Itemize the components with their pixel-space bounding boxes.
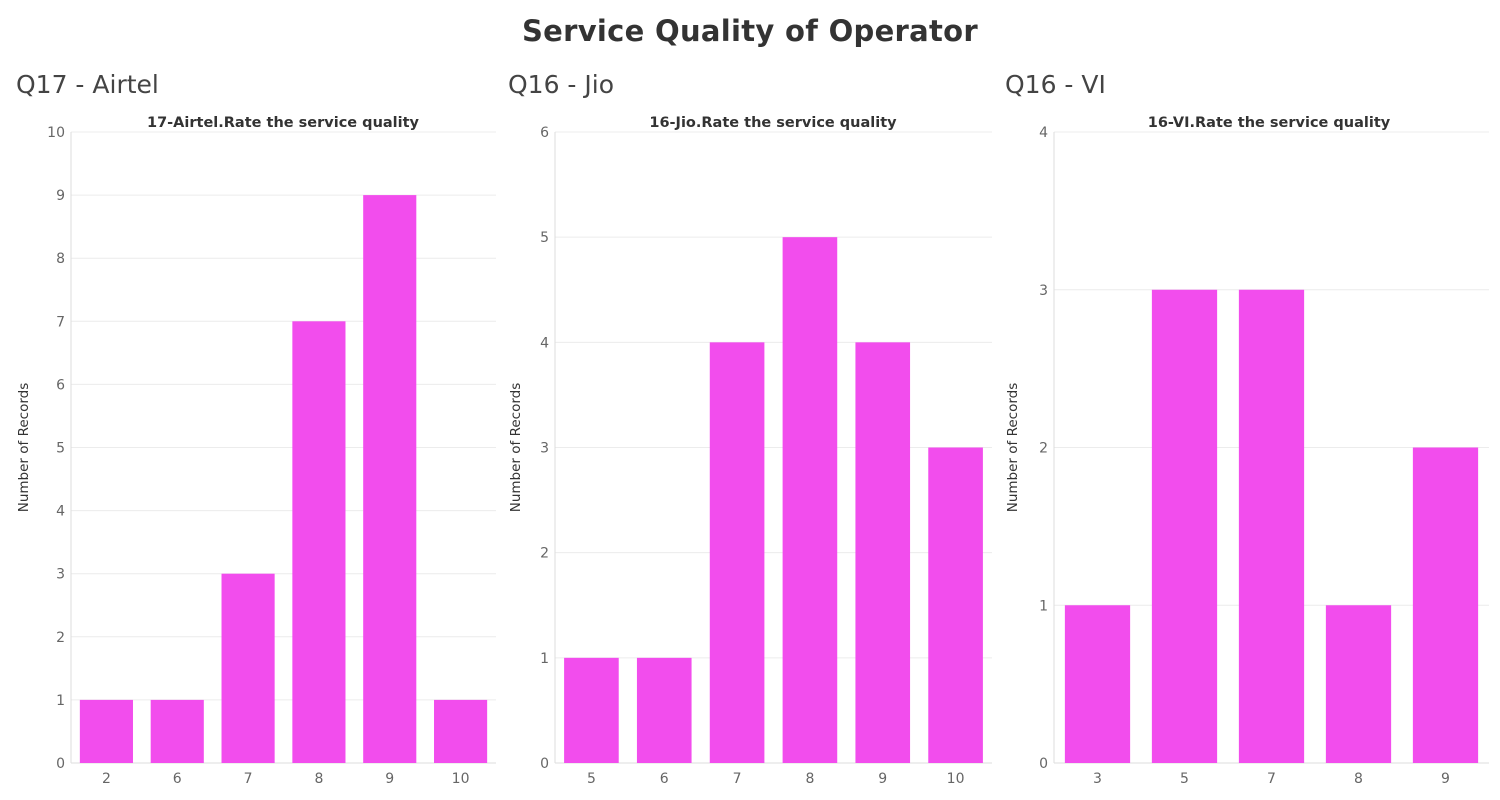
x-tick-label: 6: [173, 771, 182, 787]
y-tick-label: 10: [47, 125, 65, 141]
y-tick-label: 4: [540, 335, 549, 351]
panel-jio: Q16 - Jio 16-Jio.Rate the service qualit…: [508, 66, 992, 800]
y-tick-label: 2: [1039, 441, 1048, 457]
x-tick-label: 7: [1267, 771, 1276, 787]
y-tick-label: 0: [1039, 756, 1048, 772]
bar: [1064, 605, 1131, 763]
bar: [150, 699, 204, 763]
bar: [434, 699, 488, 763]
y-axis-label: Number of Records: [508, 383, 524, 513]
dashboard-title: Service Quality of Operator: [521, 14, 979, 48]
panel-airtel: Q17 - Airtel 17-Airtel.Rate the service …: [16, 66, 496, 800]
y-tick-label: 2: [56, 630, 65, 646]
y-tick-label: 7: [56, 314, 65, 330]
plot-title: 17-Airtel.Rate the service quality: [147, 115, 420, 131]
y-tick-label: 1: [1039, 598, 1048, 614]
bar: [1238, 289, 1305, 763]
y-tick-label: 5: [56, 441, 65, 457]
bar: [782, 237, 838, 763]
bar: [636, 657, 692, 763]
panel-vi: Q16 - VI 16-VI.Rate the service quality 0…: [1005, 66, 1489, 800]
y-tick-label: 6: [540, 125, 549, 141]
y-tick-label: 3: [56, 567, 65, 583]
y-tick-label: 4: [1039, 125, 1048, 141]
y-tick-label: 9: [56, 188, 65, 204]
y-tick-label: 3: [540, 441, 549, 457]
x-tick-label: 5: [1180, 771, 1189, 787]
bar: [1151, 289, 1218, 763]
panel-heading-vi: Q16 - VI: [1005, 70, 1106, 99]
x-tick-label: 8: [314, 771, 323, 787]
y-tick-label: 0: [56, 756, 65, 772]
y-tick-label: 1: [56, 693, 65, 709]
x-tick-label: 9: [878, 771, 887, 787]
bar: [292, 321, 346, 763]
chart-airtel: 17-Airtel.Rate the service quality 0 1 2 3 4 5…: [16, 115, 496, 787]
bar: [221, 573, 275, 763]
bar: [1412, 447, 1479, 763]
x-tick-label: 6: [660, 771, 669, 787]
y-tick-label: 2: [540, 546, 549, 562]
y-tick-label: 8: [56, 251, 65, 267]
y-axis-label: Number of Records: [16, 383, 32, 513]
y-tick-label: 5: [540, 230, 549, 246]
bar: [79, 699, 133, 763]
chart-jio: 16-Jio.Rate the service quality 0 1 2 3 4 5 6 Nu…: [508, 115, 992, 787]
panel-heading-jio: Q16 - Jio: [508, 70, 615, 99]
x-tick-label: 8: [1354, 771, 1363, 787]
y-axis-label: Number of Records: [1005, 383, 1021, 513]
y-tick-label: 6: [56, 377, 65, 393]
y-tick-label: 1: [540, 651, 549, 667]
y-tick-label: 4: [56, 504, 65, 520]
x-tick-label: 10: [452, 771, 470, 787]
x-tick-label: 2: [102, 771, 111, 787]
plot-title: 16-Jio.Rate the service quality: [649, 115, 897, 131]
chart-vi: 16-VI.Rate the service quality 0 1 2 3 4 Numbe…: [1005, 115, 1489, 787]
x-tick-label: 3: [1093, 771, 1102, 787]
x-tick-label: 5: [587, 771, 596, 787]
bar: [1325, 605, 1392, 763]
y-tick-label: 3: [1039, 283, 1048, 299]
plot-title: 16-VI.Rate the service quality: [1148, 115, 1391, 131]
y-tick-label: 0: [540, 756, 549, 772]
panel-heading-airtel: Q17 - Airtel: [16, 70, 159, 99]
x-tick-label: 10: [947, 771, 965, 787]
bar: [564, 657, 619, 763]
bar: [363, 195, 417, 764]
x-tick-label: 9: [385, 771, 394, 787]
x-tick-label: 7: [733, 771, 742, 787]
bar: [855, 342, 911, 763]
x-tick-label: 7: [244, 771, 253, 787]
x-tick-label: 8: [805, 771, 814, 787]
x-tick-label: 9: [1441, 771, 1450, 787]
bar: [709, 342, 765, 763]
bar: [928, 447, 983, 763]
